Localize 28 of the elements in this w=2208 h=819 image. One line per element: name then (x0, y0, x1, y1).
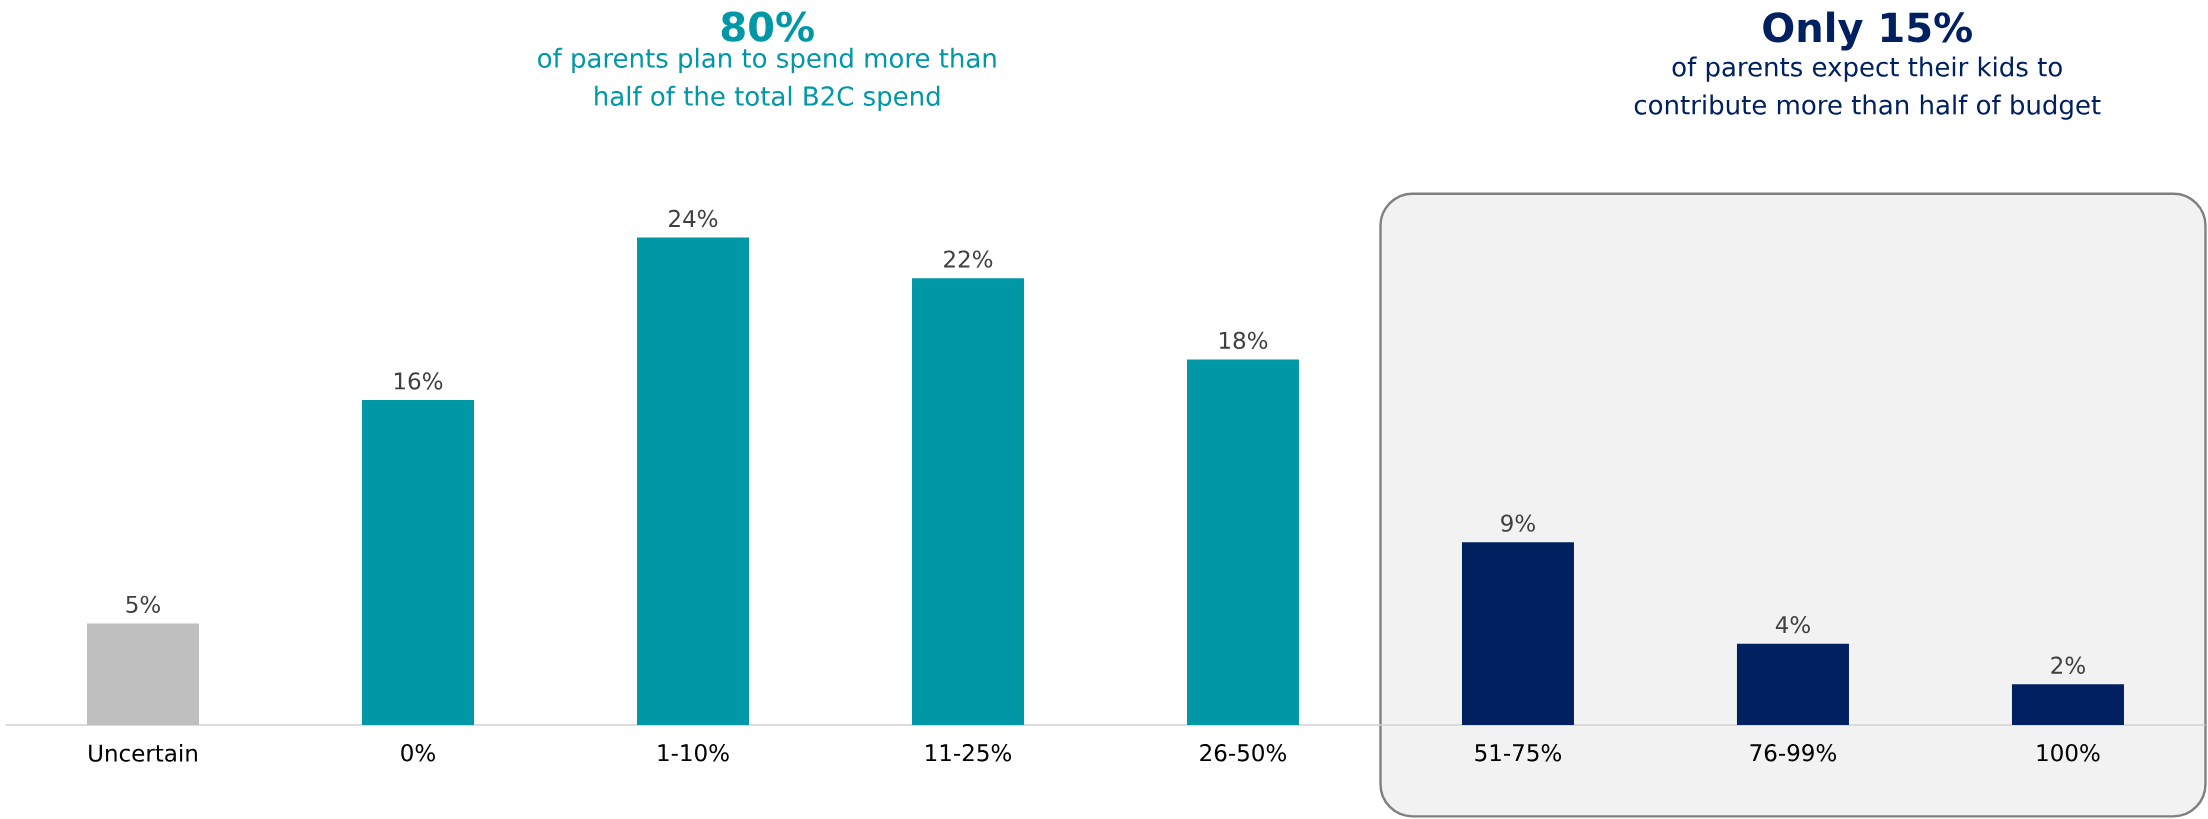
data-label: 2% (2051, 656, 2085, 674)
bar (636, 237, 749, 725)
bar (1736, 643, 1849, 725)
bar (1186, 359, 1299, 725)
bar (1461, 542, 1574, 725)
bar (87, 623, 200, 725)
x-tick-label: 11-25% (926, 744, 1012, 762)
x-tick-label: 1-10% (658, 744, 729, 762)
text: of parents expect their kids to contribute more than half of budget (1634, 56, 2101, 120)
data-label: 4% (1775, 615, 1810, 634)
bar (362, 400, 474, 725)
x-tick-label: Uncertain (89, 744, 197, 762)
x-tick-label: 26-50% (1200, 744, 1287, 762)
x-tick-label: 51-75% (1475, 744, 1562, 762)
data-label: 24% (669, 209, 718, 228)
text: of parents plan to spend more than half of the total B2C spend (538, 47, 996, 111)
x-tick-label: 100% (2037, 744, 2100, 762)
data-label: 16% (394, 372, 443, 390)
text: 80% (721, 11, 814, 42)
text: Only 15% (1763, 11, 1972, 51)
x-tick-label: 0% (401, 744, 435, 762)
data-label: 22% (944, 250, 993, 268)
bar (2011, 684, 2124, 725)
bar (911, 278, 1024, 725)
data-label: 5% (126, 595, 160, 614)
x-tick-label: 76-99% (1750, 744, 1837, 762)
data-label: 18% (1219, 331, 1268, 350)
data-label: 9% (1501, 514, 1535, 532)
